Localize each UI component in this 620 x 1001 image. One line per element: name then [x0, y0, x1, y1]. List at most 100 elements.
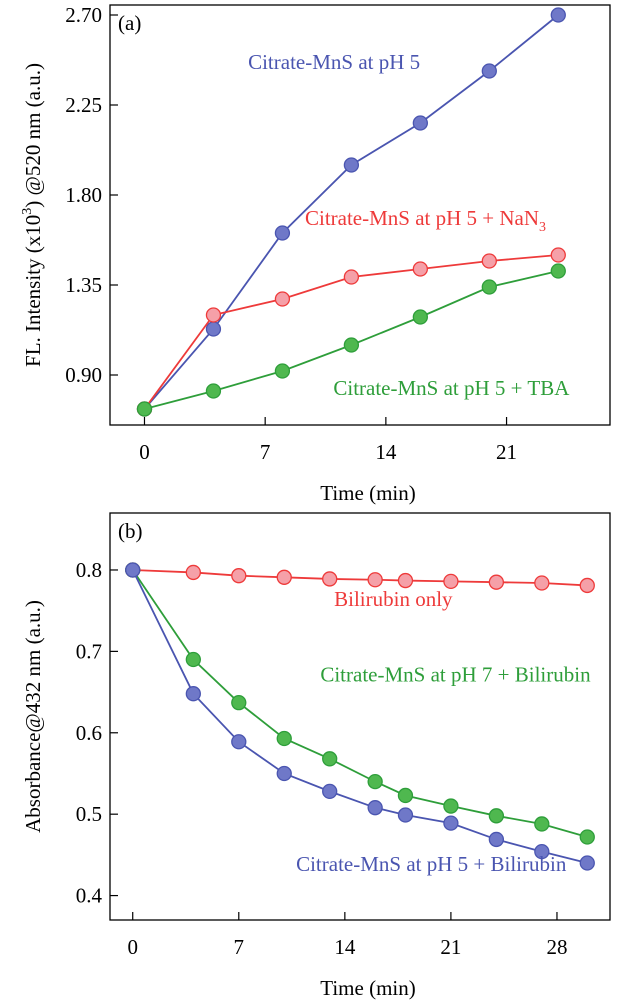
panel-label: (a): [118, 11, 141, 35]
y-tick-label: 0.7: [76, 639, 102, 663]
y-tick-label: 2.70: [65, 3, 102, 27]
x-tick-label: 0: [139, 440, 150, 464]
y-axis-title-main: FL. Intensity (x10: [21, 215, 45, 367]
plot-frame: [109, 512, 611, 921]
data-point: [231, 568, 247, 584]
data-point: [185, 564, 201, 581]
x-tick-label: 21: [496, 440, 517, 464]
y-tick-label: 1.80: [65, 183, 102, 207]
y-axis-title-suffix: ) @520 nm (a.u.): [21, 63, 45, 208]
x-tick-label: 14: [334, 935, 356, 959]
data-point: [205, 383, 222, 399]
data-point: [276, 730, 292, 747]
data-point: [579, 855, 595, 871]
data-point: [534, 816, 550, 832]
data-point: [367, 572, 383, 588]
x-tick-label: 7: [234, 935, 245, 959]
panel-label: (b): [118, 519, 143, 543]
y-axis-title: Absorbance@432 nm (a.u.): [21, 600, 45, 833]
data-point: [534, 575, 550, 591]
data-point: [579, 829, 595, 845]
data-point: [550, 7, 566, 23]
series-2: Citrate-MnS at pH 5 + TBA: [136, 263, 570, 417]
data-point: [481, 253, 497, 269]
y-tick-label: 0.4: [76, 884, 103, 908]
data-point: [231, 695, 247, 711]
x-axis-title: Time (min): [320, 976, 415, 1000]
x-tick-label: 14: [375, 440, 397, 464]
y-tick-label: 0.90: [65, 363, 102, 387]
data-point: [274, 291, 291, 307]
data-point: [322, 783, 338, 800]
data-point: [231, 734, 247, 750]
data-point: [488, 808, 505, 824]
data-point: [322, 751, 338, 767]
data-point: [550, 263, 566, 279]
data-point: [443, 573, 459, 590]
panel-a: 0 7 14 21 0.90 1.35 1.80 2.25 2.70 (a) Time (min) F…: [20, 3, 611, 505]
y-axis-title-superscript: 3: [20, 208, 35, 215]
data-point: [412, 115, 428, 131]
data-point: [343, 269, 360, 285]
data-point: [397, 807, 414, 823]
data-point: [205, 307, 222, 323]
panel-b: 0 7 14 21 28 0.4 0.5 0.6 0.7 0.8 (b) Time (min) Abso…: [21, 512, 611, 1000]
data-point: [125, 562, 141, 578]
y-tick-label: 2.25: [65, 93, 102, 117]
data-point: [276, 765, 292, 782]
data-point: [481, 279, 497, 295]
data-point: [136, 401, 153, 417]
series-label: Bilirubin only: [334, 587, 453, 611]
series-label: Citrate-MnS at pH 5: [248, 50, 420, 74]
data-point: [443, 798, 459, 814]
y-tick-label: 0.6: [76, 721, 102, 745]
data-point: [274, 363, 291, 379]
x-tick-label: 0: [127, 935, 138, 959]
x-tick-label: 28: [546, 935, 567, 959]
data-point: [367, 800, 383, 816]
series-label: Citrate-MnS at pH 5 + NaN3: [305, 206, 546, 235]
series-label-text: Citrate-MnS at pH 5 + TBA: [333, 376, 570, 400]
series-2: Citrate-MnS at pH 5 + Bilirubin: [125, 562, 595, 876]
series-0: Bilirubin only: [125, 562, 595, 611]
data-point: [488, 831, 505, 848]
series-label-subscript: 3: [539, 220, 546, 235]
series-label: Citrate-MnS at pH 7 + Bilirubin: [320, 662, 591, 686]
data-point: [397, 572, 414, 589]
data-point: [274, 225, 291, 241]
data-point: [412, 309, 428, 325]
y-axis-title-main: Absorbance@432 nm (a.u.): [21, 600, 45, 833]
data-point: [185, 651, 201, 668]
x-tick-label: 7: [260, 440, 271, 464]
data-point: [488, 574, 505, 590]
data-point: [205, 321, 222, 337]
data-point: [367, 773, 383, 790]
series-label-text: Citrate-MnS at pH 5 + Bilirubin: [296, 852, 567, 876]
data-point: [534, 843, 550, 860]
y-tick-label: 0.5: [76, 802, 102, 826]
plot-frame: [109, 4, 611, 426]
data-point: [550, 247, 566, 263]
x-axis-title: Time (min): [320, 481, 415, 505]
y-tick-label: 1.35: [65, 273, 102, 297]
data-point: [481, 63, 497, 79]
data-point: [443, 815, 459, 831]
y-tick-label: 0.8: [76, 558, 102, 582]
series-label-text: Bilirubin only: [334, 587, 453, 611]
data-point: [185, 686, 201, 702]
series-label: Citrate-MnS at pH 5 + TBA: [333, 376, 570, 400]
y-axis-title: FL. Intensity (x103) @520 nm (a.u.): [20, 63, 45, 367]
data-point: [343, 157, 360, 173]
data-point: [412, 261, 428, 277]
series-label-text: Citrate-MnS at pH 5 + NaN: [305, 206, 539, 230]
data-point: [343, 337, 360, 353]
data-point: [322, 571, 338, 587]
x-tick-label: 21: [440, 935, 461, 959]
series-label-text: Citrate-MnS at pH 7 + Bilirubin: [320, 662, 591, 686]
series-1: Citrate-MnS at pH 7 + Bilirubin: [125, 562, 595, 845]
data-point: [397, 787, 414, 804]
data-point: [276, 569, 292, 585]
data-point: [579, 577, 595, 594]
series-label-text: Citrate-MnS at pH 5: [248, 50, 420, 74]
